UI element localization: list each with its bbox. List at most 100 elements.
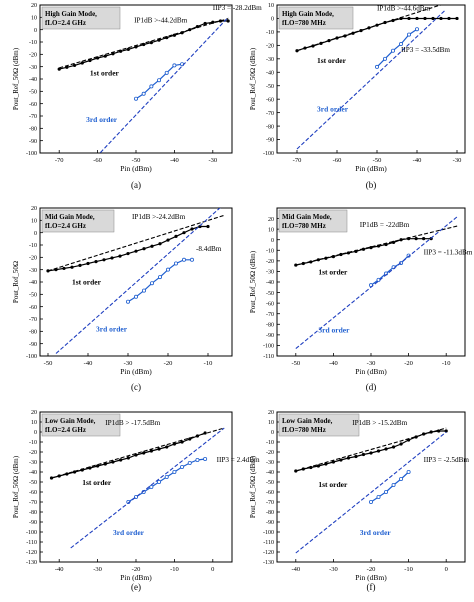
y-axis-label: Pout_Ref_50Ω (dBm)	[249, 455, 257, 518]
x-tick-label: -30	[208, 157, 217, 164]
third-order-point	[406, 32, 411, 37]
y-tick-label: -90	[29, 342, 37, 348]
third-order-point	[390, 48, 395, 53]
fundamental-point	[166, 238, 170, 242]
y-tick-label: -110	[263, 540, 274, 546]
mode-text: Low Gain Mode,	[45, 417, 96, 425]
fundamental-fit-line	[295, 225, 458, 266]
y-tick-label: -80	[266, 124, 274, 130]
y-tick-label: -100	[26, 530, 37, 536]
first-order-label: 1st order	[72, 277, 102, 286]
fundamental-point	[407, 16, 411, 21]
fundamental-point	[226, 19, 230, 23]
mode-box	[278, 209, 348, 233]
y-tick-label: -130	[26, 560, 37, 566]
x-tick-label: -60	[333, 157, 342, 164]
plot-area	[294, 427, 448, 554]
third-order-point	[172, 63, 177, 68]
chart-panel-3: -100-90-80-70-60-50-40-30-20-1001020-50-…	[12, 206, 233, 392]
y-tick-label: -60	[29, 490, 37, 496]
y-tick-label: 10	[31, 219, 37, 225]
y-tick-label: -80	[29, 127, 37, 133]
y-axis-label: Pout_Ref_50Ω (dBm)	[12, 47, 20, 110]
fundamental-point	[190, 227, 194, 231]
y-tick-label: -60	[266, 97, 274, 103]
y-tick-label: -50	[29, 90, 37, 96]
x-axis-label: Pin (dBm)	[355, 573, 387, 582]
y-tick-label: -10	[266, 248, 274, 254]
y-tick-label: -130	[263, 560, 274, 566]
annotation-label: IIP3 = -33.5dBm	[401, 46, 450, 54]
fundamental-point	[391, 445, 396, 449]
y-tick-label: -70	[266, 111, 274, 117]
y-tick-label: -20	[266, 44, 274, 50]
third-order-point	[398, 42, 403, 47]
fundamental-point	[399, 442, 403, 446]
third-order-point	[368, 499, 373, 504]
fundamental-point	[203, 21, 207, 26]
y-tick-label: -120	[26, 550, 37, 556]
fundamental-point	[94, 260, 98, 264]
y-tick-label: -40	[266, 70, 274, 76]
third-order-fit-line	[295, 431, 447, 554]
y-tick-label: -10	[29, 440, 37, 446]
fundamental-point	[62, 266, 66, 271]
y-axis-label: Pout_Ref_50Ω (dBm)	[249, 250, 257, 313]
y-tick-label: -30	[266, 460, 274, 466]
x-axis-label: Pin (dBm)	[120, 367, 152, 376]
third-order-point	[164, 474, 169, 479]
y-tick-label: 20	[268, 410, 274, 416]
third-order-label: 3rd order	[96, 324, 128, 333]
fundamental-fit-line	[59, 18, 229, 69]
third-order-point	[149, 484, 154, 489]
y-tick-label: 0	[271, 238, 274, 244]
panel-label: (d)	[366, 382, 377, 392]
y-tick-label: -10	[29, 40, 37, 46]
chart-panel-6: -130-120-110-100-90-80-70-60-50-40-30-20…	[249, 410, 469, 592]
mode-box	[278, 6, 354, 30]
third-order-point	[149, 84, 154, 89]
panel-label: (b)	[366, 180, 377, 190]
third-order-point	[195, 457, 200, 462]
x-tick-label: -30	[124, 360, 133, 367]
y-tick-label: 10	[31, 16, 37, 22]
x-tick-label: -50	[373, 157, 382, 164]
third-order-point	[173, 261, 178, 266]
annotation-label: IP1dB > -15.2dBm	[352, 419, 407, 427]
y-tick-label: -90	[266, 138, 274, 144]
x-axis-label: Pin (dBm)	[355, 367, 387, 376]
chart-panel-5: -130-120-110-100-90-80-70-60-50-40-30-20…	[12, 410, 260, 592]
mode-text: fLO=780 MHz	[282, 222, 326, 230]
mode-box	[278, 413, 360, 437]
third-order-fit-line	[55, 208, 221, 354]
fundamental-point	[414, 237, 418, 241]
panel-label: (c)	[131, 382, 141, 392]
annotation-label: -8.4dBm	[196, 245, 222, 253]
fundamental-point	[331, 460, 335, 464]
y-tick-label: -30	[266, 270, 274, 276]
y-tick-label: -100	[26, 151, 37, 157]
fundamental-point	[174, 234, 178, 238]
mode-text: Mid Gain Mode,	[45, 213, 95, 221]
fundamental-point	[361, 452, 366, 457]
fundamental-point	[431, 16, 435, 21]
third-order-point	[391, 482, 396, 487]
fundamental-point	[444, 429, 448, 433]
fundamental-point	[126, 456, 130, 460]
third-order-point	[172, 469, 177, 474]
y-tick-label: -60	[29, 305, 37, 311]
y-tick-label: -20	[266, 450, 274, 456]
plot-frame	[276, 4, 466, 154]
y-axis-label: Pout_Ref_50Ω (dBm)	[249, 47, 257, 110]
mode-box	[41, 209, 115, 233]
fundamental-point	[339, 252, 343, 257]
third-order-series-line	[127, 458, 206, 503]
x-tick-label: -20	[164, 360, 173, 367]
fundamental-point	[102, 258, 106, 262]
panel-label: (a)	[131, 180, 141, 190]
fundamental-point	[158, 242, 162, 246]
fundamental-point	[142, 247, 146, 251]
x-tick-label: -70	[55, 157, 64, 164]
